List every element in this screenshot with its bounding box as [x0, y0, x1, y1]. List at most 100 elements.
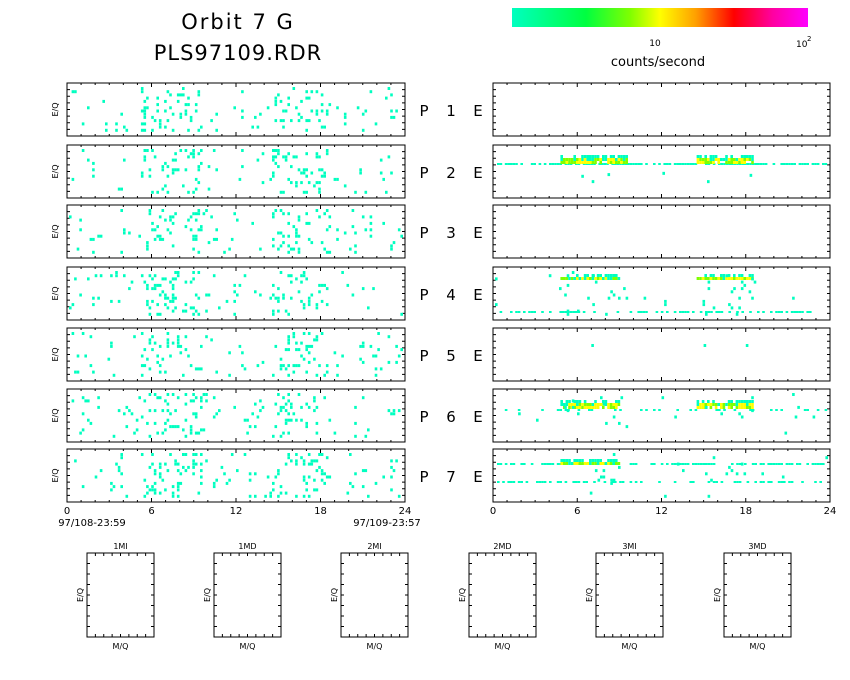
data-cell	[323, 212, 326, 216]
data-cell	[297, 348, 301, 352]
data-cell	[194, 396, 198, 400]
data-cell	[361, 469, 365, 473]
data-cell	[238, 344, 242, 348]
data-cell	[712, 274, 715, 277]
data-cell	[140, 373, 144, 377]
data-cell	[602, 462, 605, 465]
data-cell	[307, 453, 311, 456]
data-cell	[549, 163, 552, 165]
data-cell	[618, 421, 621, 425]
data-cell	[307, 405, 311, 409]
data-cell	[583, 161, 587, 164]
data-cell	[712, 463, 716, 465]
data-cell	[200, 161, 203, 165]
data-cell	[300, 354, 303, 358]
data-cell	[282, 190, 285, 194]
data-cell	[709, 161, 713, 164]
data-cell	[292, 364, 296, 368]
data-cell	[775, 463, 778, 465]
data-cell	[110, 299, 113, 303]
data-cell	[140, 87, 144, 90]
data-cell	[563, 403, 566, 406]
data-cell	[79, 293, 82, 297]
data-cell	[707, 287, 711, 291]
data-cell	[325, 109, 329, 113]
data-cell	[576, 158, 579, 161]
data-cell	[192, 247, 195, 251]
data-cell	[754, 463, 757, 465]
data-cell	[578, 400, 582, 403]
data-cell	[583, 403, 587, 406]
data-cell	[740, 158, 744, 161]
data-cell	[585, 481, 588, 483]
data-cell	[751, 400, 754, 403]
data-cell	[824, 409, 828, 411]
data-cell	[164, 293, 167, 297]
data-cell	[194, 431, 198, 435]
data-cell	[705, 311, 708, 313]
data-cell	[184, 434, 188, 438]
data-cell	[586, 158, 589, 161]
data-cell	[615, 462, 618, 465]
data-cell	[297, 393, 301, 396]
data-cell	[793, 163, 796, 165]
data-cell	[297, 247, 301, 251]
data-cell	[153, 287, 157, 291]
data-cell	[151, 190, 154, 194]
data-cell	[645, 409, 648, 411]
data-cell	[816, 463, 820, 465]
data-cell	[709, 403, 713, 406]
data-cell	[374, 122, 378, 126]
data-cell	[596, 406, 600, 409]
data-cell	[215, 112, 218, 116]
data-cell	[212, 481, 216, 485]
data-cell	[751, 406, 754, 409]
data-cell	[701, 400, 705, 403]
data-cell	[287, 373, 290, 377]
data-cell	[662, 171, 665, 175]
data-cell	[354, 421, 357, 425]
data-cell	[777, 463, 781, 465]
data-cell	[97, 396, 100, 400]
ylabel-eq: E/Q	[51, 468, 60, 482]
data-cell	[192, 399, 195, 403]
data-cell	[495, 303, 498, 307]
data-cell	[192, 212, 195, 216]
data-cell	[192, 237, 195, 241]
data-cell	[115, 128, 118, 132]
data-cell	[689, 409, 692, 411]
data-cell	[343, 231, 347, 235]
data-cell	[282, 241, 285, 245]
data-cell	[210, 215, 213, 219]
data-cell	[254, 290, 257, 294]
data-cell	[707, 277, 710, 280]
data-cell	[699, 463, 703, 465]
data-cell	[676, 163, 679, 165]
data-cell	[318, 283, 321, 287]
data-cell	[354, 472, 357, 476]
data-cell	[740, 161, 744, 164]
data-cell	[632, 463, 635, 465]
data-cell	[272, 373, 275, 377]
data-cell	[801, 163, 804, 165]
data-cell	[749, 163, 752, 165]
panel-right	[492, 82, 831, 137]
data-cell	[176, 425, 180, 429]
data-cell	[194, 309, 198, 313]
data-cell	[176, 338, 180, 342]
data-cell	[140, 415, 144, 419]
data-cell	[254, 472, 257, 476]
data-cell	[666, 463, 669, 465]
data-cell	[563, 161, 566, 164]
data-cell	[272, 237, 275, 241]
data-cell	[738, 296, 741, 300]
data-cell	[748, 274, 752, 277]
time-start-label: 97/108-23:59	[58, 518, 126, 529]
data-cell	[192, 453, 195, 456]
data-cell	[315, 488, 319, 492]
data-cell	[87, 106, 90, 110]
data-cell	[279, 99, 283, 103]
data-cell	[266, 475, 270, 479]
data-cell	[701, 406, 705, 409]
mass-panel-frame	[86, 552, 155, 638]
